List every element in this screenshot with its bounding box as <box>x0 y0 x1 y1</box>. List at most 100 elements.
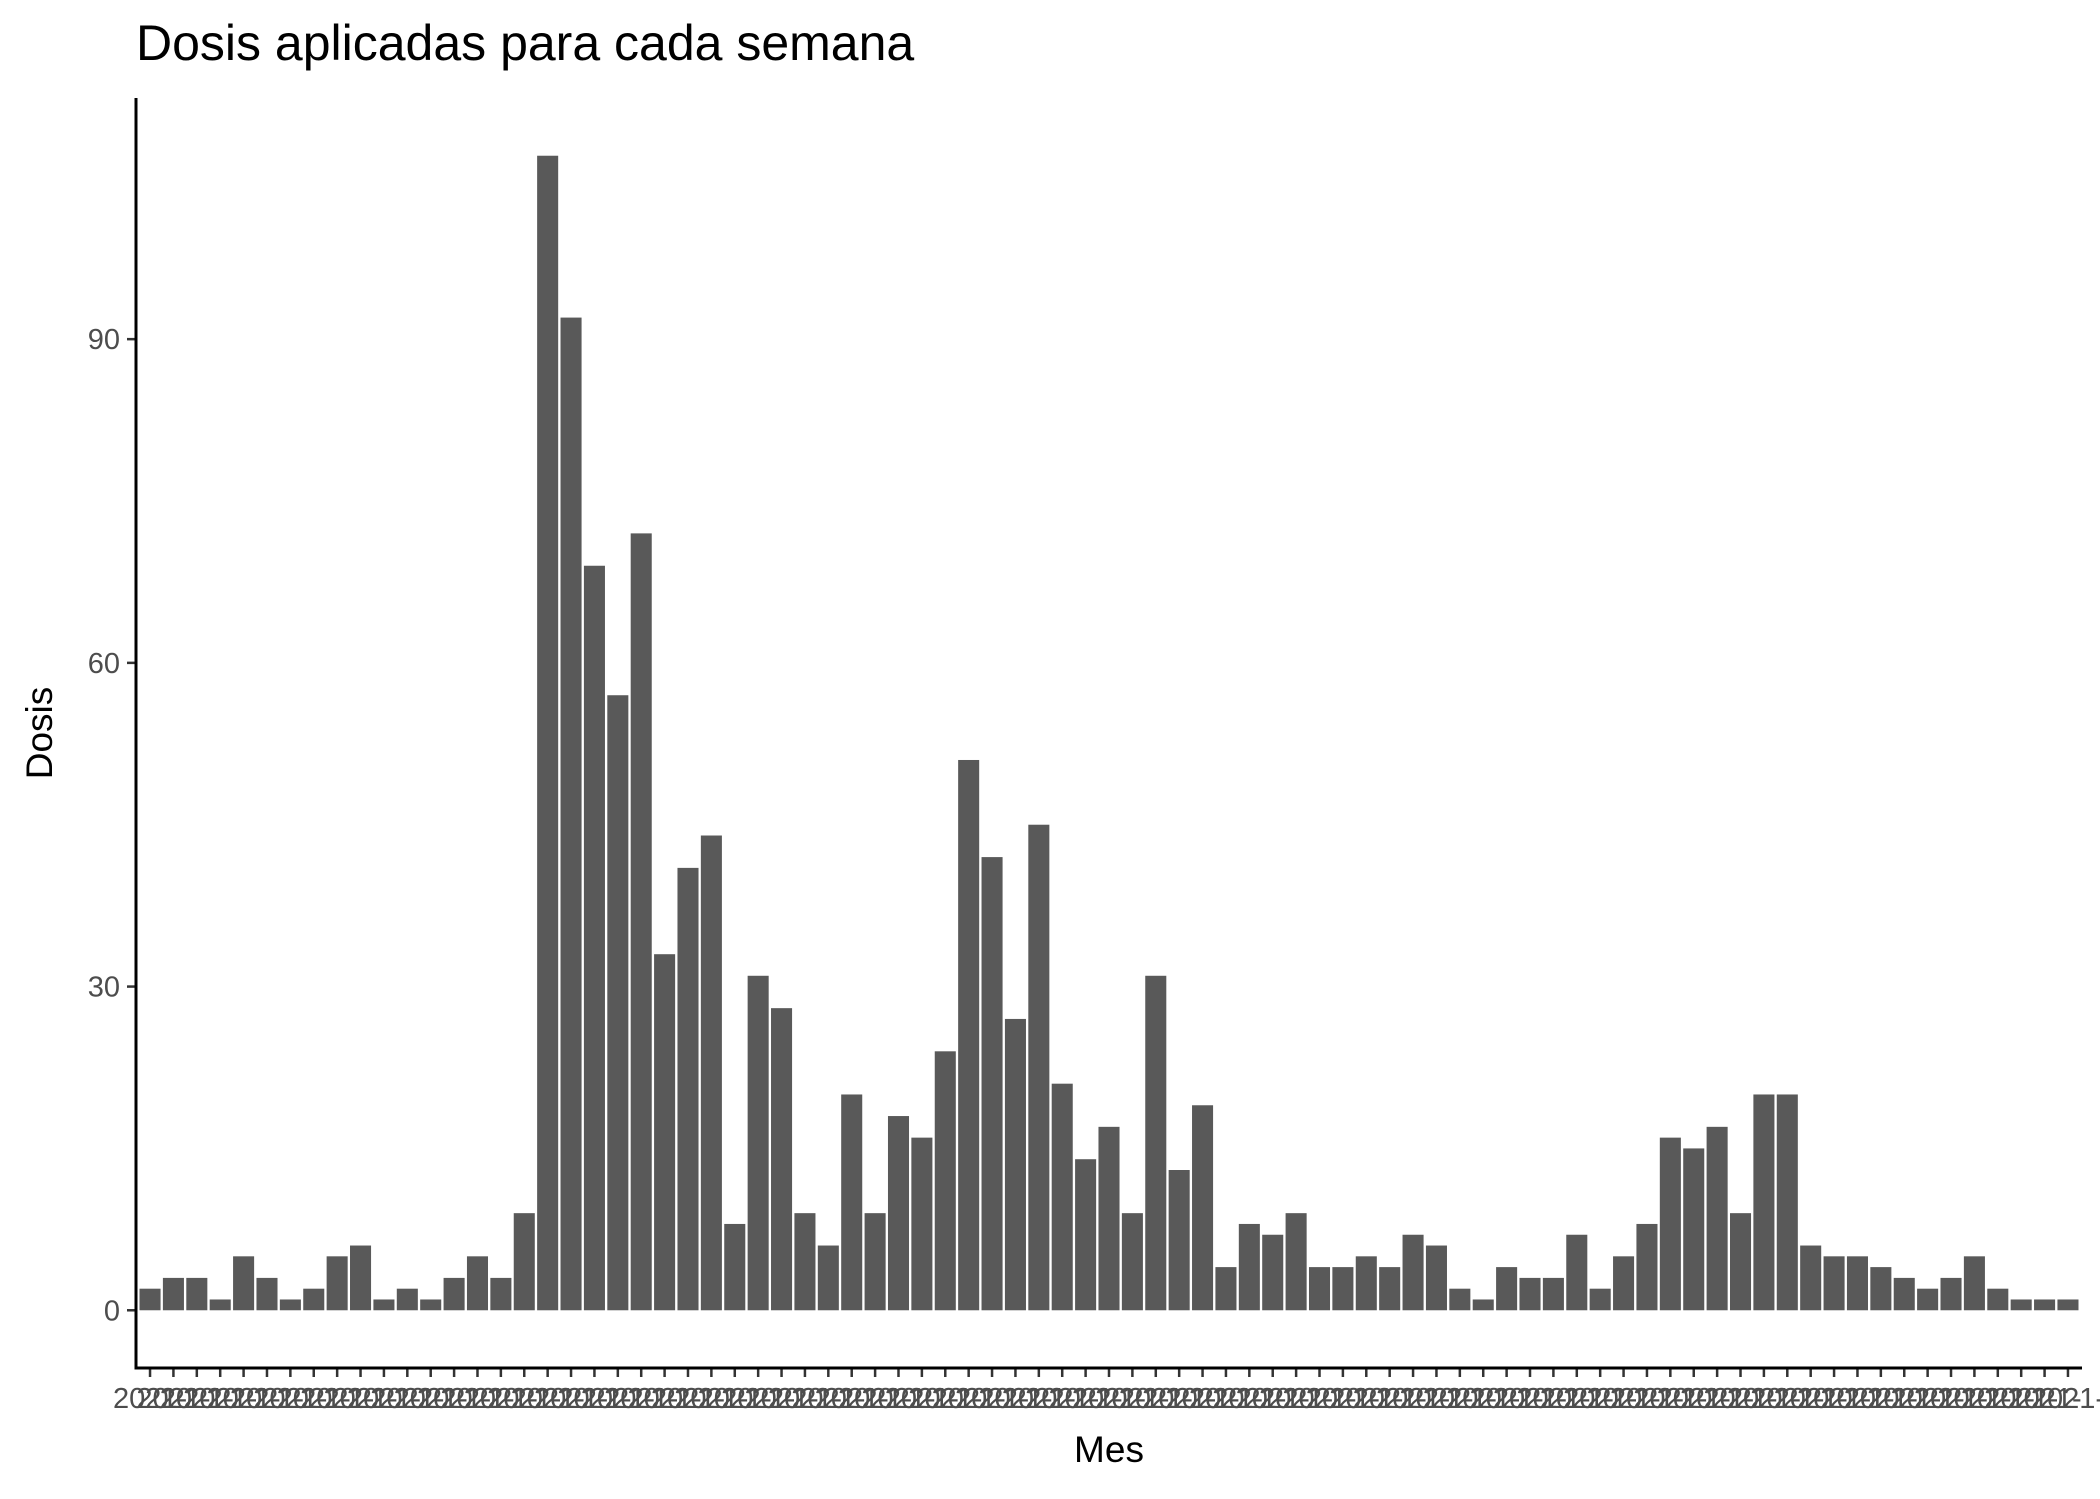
bar <box>1823 1256 1845 1311</box>
bar <box>1636 1223 1658 1311</box>
bar <box>700 835 722 1311</box>
bar <box>958 759 980 1311</box>
x-tick-label: 2021- <box>1680 1383 1754 1415</box>
bar <box>373 1299 395 1311</box>
x-tick-label: 2021- <box>1891 1383 1965 1415</box>
x-tick-label: 2021- <box>1703 1383 1777 1415</box>
bar <box>1800 1245 1822 1311</box>
x-tick-label: 2021- <box>1353 1383 1427 1415</box>
x-tick-label: 2021- <box>1423 1383 1497 1415</box>
x-tick-label: 2021- <box>1750 1383 1824 1415</box>
bar <box>1332 1267 1354 1311</box>
bar <box>1963 1256 1985 1311</box>
x-tick-label: 2021- <box>1844 1383 1918 1415</box>
x-tick-label: 2021- <box>908 1383 982 1415</box>
bar <box>560 317 582 1311</box>
x-tick-label: 2021- <box>277 1383 351 1415</box>
x-tick-label: 2021- <box>464 1383 538 1415</box>
x-tick-label: 2021- <box>1306 1383 1380 1415</box>
x-tick-label: 2021- <box>394 1383 468 1415</box>
bar <box>1075 1159 1097 1311</box>
x-tick-label: 2021- <box>1072 1383 1146 1415</box>
x-tick-label: 2021- <box>978 1383 1052 1415</box>
x-axis-ticks: 2021-2021-2021-2021-2021-2021-2021-2021-… <box>113 1368 2100 1415</box>
x-tick-label: 2021- <box>487 1383 561 1415</box>
bar <box>1729 1213 1752 1311</box>
x-tick-label: 2021- <box>791 1383 865 1415</box>
bar <box>1121 1213 1143 1311</box>
bar <box>1496 1267 1518 1311</box>
x-tick-label: 2021- <box>1727 1383 1801 1415</box>
x-tick-label: 2021- <box>674 1383 748 1415</box>
bars-group <box>139 155 2079 1311</box>
bar <box>1917 1288 1939 1311</box>
x-tick-label: 2021- <box>300 1383 374 1415</box>
bar <box>326 1256 348 1311</box>
bar <box>1028 824 1050 1311</box>
bar <box>630 533 652 1311</box>
bar <box>1683 1148 1705 1311</box>
bar <box>981 857 1003 1311</box>
bar <box>139 1288 161 1311</box>
bar <box>2057 1299 2079 1311</box>
y-tick-label: 60 <box>88 648 120 680</box>
x-tick-label: 2021- <box>1657 1383 1731 1415</box>
x-tick-label: 2021- <box>885 1383 959 1415</box>
bar <box>817 1245 839 1311</box>
bar <box>1659 1137 1681 1311</box>
x-tick-label: 2021- <box>1049 1383 1123 1415</box>
bar <box>1098 1126 1120 1311</box>
x-tick-label: 2021- <box>1633 1383 1707 1415</box>
bar <box>747 975 769 1311</box>
bar <box>350 1245 372 1311</box>
x-tick-label: 2021- <box>1493 1383 1567 1415</box>
bar <box>1145 975 1167 1311</box>
bar <box>1940 1277 1962 1311</box>
bar <box>1566 1234 1588 1311</box>
x-tick-label: 2021- <box>2007 1383 2081 1415</box>
x-tick-label: 2021- <box>1586 1383 1660 1415</box>
x-tick-label: 2021- <box>323 1383 397 1415</box>
bar <box>1519 1277 1541 1311</box>
bar <box>654 954 676 1311</box>
x-tick-label: 2021- <box>370 1383 444 1415</box>
bar <box>771 1008 793 1311</box>
x-tick-label: 2021- <box>1797 1383 1871 1415</box>
x-tick-label: 2021- <box>955 1383 1029 1415</box>
x-tick-label: 2021- <box>932 1383 1006 1415</box>
x-tick-label: 2021- <box>534 1383 608 1415</box>
x-tick-label: 2021- <box>1259 1383 1333 1415</box>
x-tick-label: 2021- <box>604 1383 678 1415</box>
bar <box>1262 1234 1284 1311</box>
x-tick-label: 2021- <box>417 1383 491 1415</box>
x-tick-label: 2021- <box>1399 1383 1473 1415</box>
bar <box>1589 1288 1611 1311</box>
x-tick-label: 2021- <box>1563 1383 1637 1415</box>
bar <box>607 695 629 1311</box>
bar <box>1004 1018 1026 1311</box>
x-tick-label: 2021- <box>1142 1383 1216 1415</box>
x-tick-label: 2021- <box>1540 1383 1614 1415</box>
bar <box>1472 1299 1494 1311</box>
x-tick-label: 2021- <box>2031 1383 2100 1415</box>
bar <box>724 1223 746 1311</box>
bar <box>677 867 699 1311</box>
bar <box>1776 1094 1798 1311</box>
x-tick-label: 2021- <box>581 1383 655 1415</box>
x-tick-label: 2021- <box>721 1383 795 1415</box>
bar <box>583 565 605 1311</box>
bar <box>420 1299 442 1311</box>
bar <box>1542 1277 1564 1311</box>
bar <box>1425 1245 1447 1311</box>
bar <box>1987 1288 2009 1311</box>
bar <box>2034 1299 2056 1311</box>
x-tick-label: 2021- <box>1961 1383 2035 1415</box>
x-tick-label: 2021- <box>1282 1383 1356 1415</box>
bar <box>1706 1126 1728 1311</box>
bar <box>490 1277 512 1311</box>
x-tick-label: 2021- <box>838 1383 912 1415</box>
x-tick-label: 2021- <box>253 1383 327 1415</box>
x-tick-label: 2021- <box>744 1383 818 1415</box>
x-tick-label: 2021- <box>1376 1383 1450 1415</box>
bar <box>209 1299 231 1311</box>
